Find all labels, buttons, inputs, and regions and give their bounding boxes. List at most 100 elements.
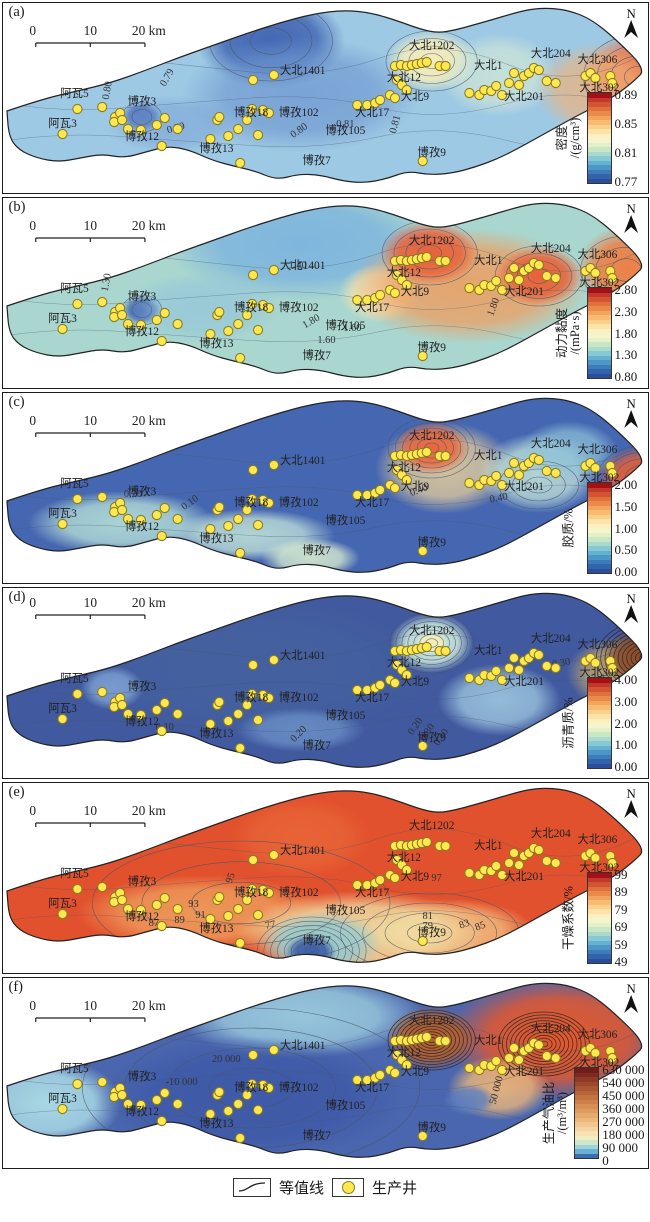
contour-value-label: 85 [473,920,487,934]
well-marker [550,77,561,89]
well-label: 大北306 [577,637,617,651]
svg-text:0: 0 [29,413,36,428]
well-label: 博孜13 [199,336,233,350]
contour-ring [393,228,466,278]
colorbar: 干燥系数/% 99 89 79 69 59 49 [554,868,645,968]
well-label: 博孜18 [233,885,267,899]
well-marker [213,1086,224,1098]
well-marker [503,467,514,479]
contour-ring [361,902,497,963]
well-label: 大北1202 [408,623,454,637]
north-arrow-icon: N [623,396,638,428]
well-marker [213,696,224,708]
colorbar-tick: 99 [614,867,628,882]
well-marker [232,513,243,525]
colorbar-tick: 89 [614,884,628,900]
well-marker [541,465,552,477]
contour-ring [263,920,360,963]
well-marker [351,489,362,501]
well-marker [417,935,428,947]
well-marker [389,92,400,104]
contour-value-label: 0.40 [488,491,508,505]
well-marker [533,649,544,661]
svg-text:0: 0 [29,218,36,233]
contour-ring [131,302,152,318]
colorbar-tick: 4.00 [614,672,638,687]
colorbar-tick: 69 [614,919,628,935]
well-marker [417,1130,428,1142]
colorbar-tick: 630 000 [602,1062,645,1077]
well-marker [116,309,127,321]
contour-ring [501,1014,586,1074]
colorbar-tick: 0 [602,1153,609,1168]
contour-ring [401,621,462,665]
well-marker [247,464,258,476]
svg-text:N: N [626,6,636,21]
contour-ring [256,916,366,963]
well-marker [421,251,432,263]
contour-ring [617,638,642,679]
well-label: 大北1401 [279,63,325,77]
well-label: 大北204 [530,1021,570,1035]
well-marker [268,264,279,276]
colorbar-tick: 450 000 [602,1088,645,1103]
contour-ring [276,929,346,963]
colorbar-title: 胶质/% [560,508,575,548]
well-label: 大北17 [355,105,389,119]
well-label: 阿瓦3 [48,312,77,325]
well-marker [550,467,561,479]
well-marker [417,155,428,167]
well-label: 博孜12 [124,714,158,728]
well-marker [513,274,524,286]
contour-ring [418,634,444,652]
well-marker [246,688,257,700]
well-marker [508,457,519,469]
well-label: 博孜105 [325,903,365,917]
well-marker [421,836,432,848]
well-label: 博孜13 [199,921,233,935]
colorbar-tick: 1.50 [614,498,638,514]
well-label: 大北12 [386,460,420,474]
well-label: 阿瓦3 [48,1092,77,1105]
well-marker [401,669,412,681]
well-marker [606,77,617,89]
colorbar-tick: 2.80 [614,282,638,297]
well-label: 大北1401 [279,453,325,467]
well-marker [513,664,524,676]
well-marker [56,323,68,335]
contour-ring [509,1020,577,1068]
well-marker [490,80,501,92]
contour-ring [395,616,468,670]
well-marker [263,107,274,119]
well-marker [151,314,162,326]
contour-ring [599,624,642,692]
contour-map: 0.800.790.790.800.810.81阿瓦5阿瓦3博孜3博孜12博孜1… [5,6,642,183]
well-marker [263,887,274,899]
scale-bar: 0 10 20 km [29,218,166,242]
well-marker [389,482,400,494]
well-marker [541,660,552,672]
well-label: 博孜102 [278,1080,318,1094]
well-marker [159,1087,170,1099]
well-marker [135,124,146,136]
well-marker [417,740,428,752]
well-marker [550,1052,561,1064]
contour-value-label: 1.30 [99,273,113,293]
well-label: 博孜9 [417,340,446,354]
colorbar-scale [586,482,612,574]
well-marker [156,920,167,932]
well-marker [204,718,216,730]
well-marker [463,1062,474,1074]
well-label: 阿瓦5 [60,1062,89,1075]
well-marker [268,459,279,471]
colorbar: 沥青质/% 4.00 3.00 2.00 1.00 0.00 [554,673,645,773]
well-marker [234,157,245,169]
contour-value-label: 87 [148,918,158,929]
well-marker [172,513,183,525]
well-marker [268,849,279,861]
well-marker [213,306,224,318]
well-marker [508,67,519,79]
well-marker [463,282,474,294]
contour-value-label: 0.20 [123,489,141,500]
well-marker [96,491,107,503]
